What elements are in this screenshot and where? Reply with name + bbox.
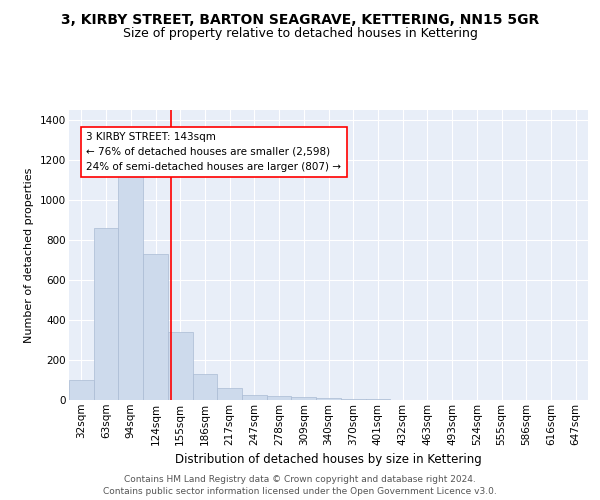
Text: 3 KIRBY STREET: 143sqm
← 76% of detached houses are smaller (2,598)
24% of semi-: 3 KIRBY STREET: 143sqm ← 76% of detached…	[86, 132, 341, 172]
Y-axis label: Number of detached properties: Number of detached properties	[25, 168, 34, 342]
Bar	[316, 398, 341, 400]
Bar	[193, 374, 217, 400]
Text: Size of property relative to detached houses in Kettering: Size of property relative to detached ho…	[122, 28, 478, 40]
Bar	[292, 397, 316, 400]
Bar	[168, 332, 193, 400]
Bar	[267, 396, 292, 400]
Bar	[143, 254, 168, 400]
Bar	[242, 395, 267, 400]
Bar	[217, 388, 242, 400]
Bar	[69, 380, 94, 400]
Bar	[341, 399, 365, 400]
Bar	[365, 399, 390, 400]
Bar	[118, 162, 143, 400]
X-axis label: Distribution of detached houses by size in Kettering: Distribution of detached houses by size …	[175, 453, 482, 466]
Text: 3, KIRBY STREET, BARTON SEAGRAVE, KETTERING, NN15 5GR: 3, KIRBY STREET, BARTON SEAGRAVE, KETTER…	[61, 12, 539, 26]
Text: Contains HM Land Registry data © Crown copyright and database right 2024.
Contai: Contains HM Land Registry data © Crown c…	[103, 474, 497, 496]
Bar	[94, 228, 118, 400]
